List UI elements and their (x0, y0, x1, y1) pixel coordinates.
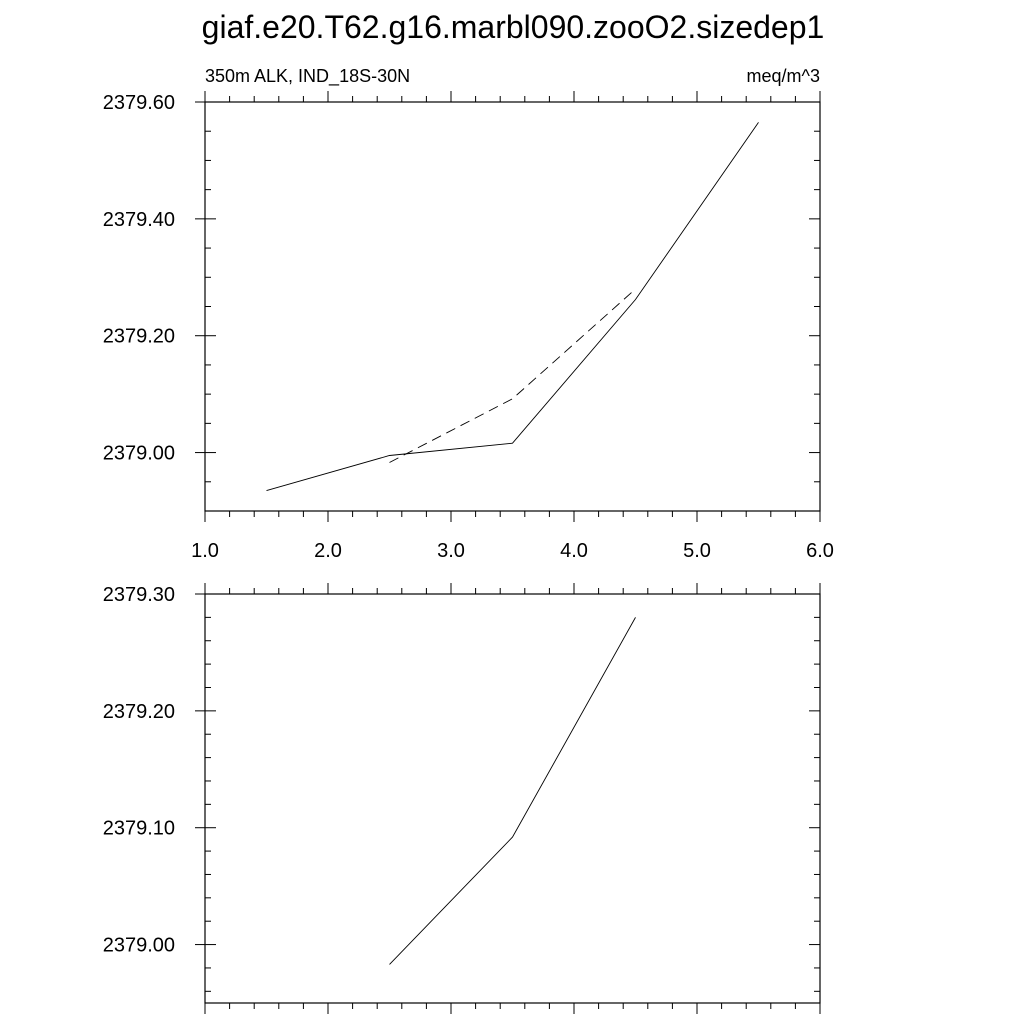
x-tick-label: 5.0 (683, 540, 711, 562)
top-panel-left-label: 350m ALK, IND_18S-30N (205, 66, 410, 87)
top-panel-units-label: meq/m^3 (747, 66, 820, 86)
bottom-panel-ticks (195, 583, 821, 1014)
y-tick-label: 2379.10 (103, 818, 175, 840)
top-panel: 350m ALK, IND_18S-30N meq/m^3 2379.00237… (103, 66, 834, 562)
x-tick-label: 6.0 (806, 540, 834, 562)
y-tick-label: 2379.30 (103, 584, 175, 606)
x-tick-label: 1.0 (191, 540, 219, 562)
x-tick-label: 4.0 (560, 540, 588, 562)
y-tick-label: 2379.00 (103, 935, 175, 957)
bottom-panel-frame (204, 593, 821, 1004)
bottom-panel-series (389, 617, 636, 965)
top-panel-tick-labels: 2379.00 2379.20 2379.40 2379.60 1.0 2.0 3.0 4.0… (103, 92, 834, 562)
top-panel-frame (204, 101, 821, 512)
x-tick-label: 2.0 (314, 540, 342, 562)
y-tick-label: 2379.40 (103, 209, 175, 231)
bottom-panel: 2379.00 2379.10 2379.20 2379.30 (103, 583, 821, 1014)
series-line-solid (389, 617, 636, 965)
y-tick-label: 2379.60 (103, 92, 175, 114)
top-panel-series (266, 122, 759, 492)
top-panel-ticks (195, 91, 821, 522)
y-tick-label: 2379.00 (103, 443, 175, 465)
series-line-solid (266, 122, 759, 492)
x-tick-label: 3.0 (437, 540, 465, 562)
series-line-dashed (389, 288, 636, 463)
y-tick-label: 2379.20 (103, 701, 175, 723)
y-tick-label: 2379.20 (103, 326, 175, 348)
bottom-panel-tick-labels: 2379.00 2379.10 2379.20 2379.30 (103, 584, 175, 957)
figure-title: giaf.e20.T62.g16.marbl090.zooO2.sizedep1 (202, 9, 825, 45)
